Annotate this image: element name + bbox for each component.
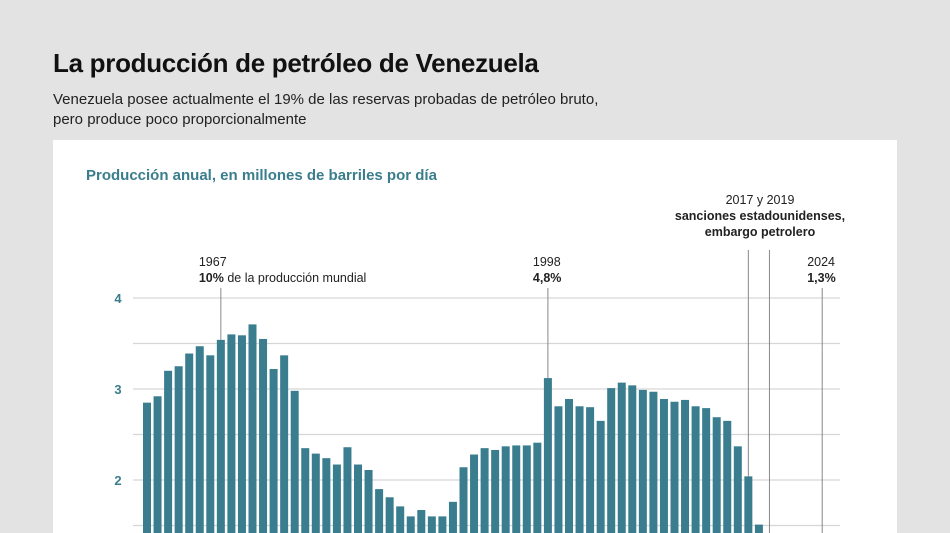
bar-2016 xyxy=(733,446,742,533)
bar-1978 xyxy=(332,464,341,533)
bar-1989 xyxy=(448,501,457,533)
bar-2002 xyxy=(586,407,595,533)
bar-1981 xyxy=(364,469,373,533)
bar-2000 xyxy=(565,399,573,533)
bar-1979 xyxy=(343,447,352,533)
bar-1962 xyxy=(164,370,173,533)
subtitle-line-1: Venezuela posee actualmente el 19% de la… xyxy=(53,91,599,108)
annotation-share-bold: 1,3% xyxy=(807,271,836,285)
bar-2017 xyxy=(744,476,753,533)
bar-1980 xyxy=(354,464,362,533)
page-title: La producción de petróleo de Venezuela xyxy=(53,48,539,78)
bar-1968 xyxy=(227,334,236,533)
bar-2007 xyxy=(638,389,647,533)
bar-1990 xyxy=(459,467,468,533)
bar-2004 xyxy=(607,388,616,533)
annotation-year: 2024 xyxy=(807,255,835,269)
y-tick-label: 2 xyxy=(114,473,121,488)
bar-2010 xyxy=(670,401,679,533)
bar-1972 xyxy=(269,368,278,533)
bar-1977 xyxy=(322,458,331,533)
bar-2008 xyxy=(649,391,658,533)
bar-1999 xyxy=(554,406,563,533)
bar-1960 xyxy=(143,402,151,533)
bar-2018 xyxy=(754,524,763,533)
page-subtitle: Venezuela posee actualmente el 19% de la… xyxy=(53,90,598,130)
bar-1969 xyxy=(237,335,246,533)
subtitle-line-2: pero produce poco proporcionalmente xyxy=(53,111,307,128)
bar-1974 xyxy=(290,390,299,533)
annotation-share: 1,3% xyxy=(807,271,836,285)
annotation-share: 4,8% xyxy=(533,271,562,285)
bar-2012 xyxy=(691,406,700,533)
bar-1961 xyxy=(153,396,162,533)
bar-1994 xyxy=(501,446,510,533)
bar-1975 xyxy=(301,448,310,533)
bar-1976 xyxy=(311,453,320,533)
chart-title: Producción anual, en millones de barrile… xyxy=(86,167,438,184)
bar-1963 xyxy=(174,366,183,533)
annotation-share-bold: 4,8% xyxy=(533,271,562,285)
bar-1998 xyxy=(543,378,552,533)
bar-2003 xyxy=(596,420,605,533)
bar-1988 xyxy=(438,516,447,533)
bar-2001 xyxy=(575,406,584,533)
bar-1982 xyxy=(375,489,384,533)
bar-1967 xyxy=(216,339,225,533)
bar-1986 xyxy=(417,510,426,533)
bar-1987 xyxy=(427,516,436,533)
bar-1970 xyxy=(248,324,257,533)
bar-1997 xyxy=(533,442,542,533)
bar-1985 xyxy=(406,516,415,533)
bar-2013 xyxy=(702,408,711,533)
bar-1983 xyxy=(385,497,394,533)
bar-1992 xyxy=(480,448,489,533)
bar-1996 xyxy=(522,445,531,533)
bar-2009 xyxy=(659,399,668,533)
bar-2015 xyxy=(723,420,732,533)
bar-1984 xyxy=(396,506,405,533)
bar-2005 xyxy=(617,382,626,533)
y-tick-label: 4 xyxy=(114,291,122,306)
sanctions-annotation-line2: sanciones estadounidenses, xyxy=(675,209,845,223)
bar-2014 xyxy=(712,417,721,533)
sanctions-annotation-line1: 2017 y 2019 xyxy=(726,193,795,207)
bar-1964 xyxy=(185,353,194,533)
sanctions-annotation-line3: embargo petrolero xyxy=(705,225,816,239)
bar-1973 xyxy=(280,355,289,533)
annotation-year: 1998 xyxy=(533,255,561,269)
bar-1965 xyxy=(195,346,204,533)
annotation-year: 1967 xyxy=(199,255,227,269)
annotation-share: 10% de la producción mundial xyxy=(199,271,366,285)
bar-2006 xyxy=(628,385,637,533)
annotation-share-rest: de la producción mundial xyxy=(224,271,366,285)
bar-1971 xyxy=(259,338,268,533)
bar-2011 xyxy=(681,399,690,533)
bar-1966 xyxy=(206,355,215,533)
bar-1993 xyxy=(491,449,500,533)
y-tick-label: 3 xyxy=(114,382,121,397)
bar-1991 xyxy=(470,454,479,533)
bar-1995 xyxy=(512,445,521,533)
annotation-share-bold: 10% xyxy=(199,271,224,285)
